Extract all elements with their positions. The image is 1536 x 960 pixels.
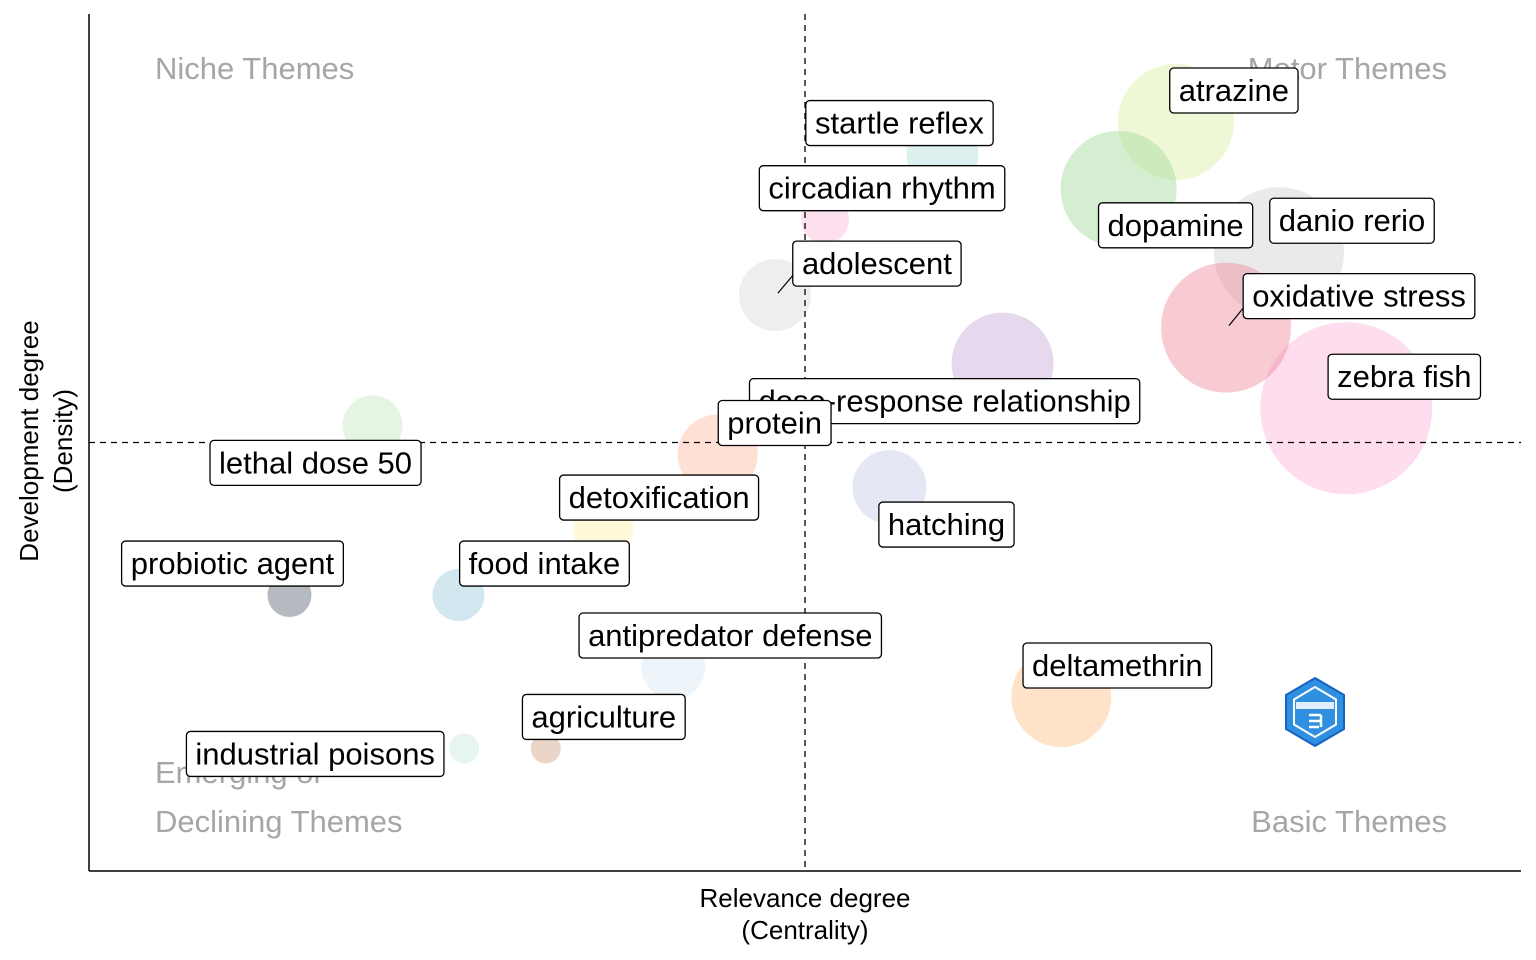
label-box: [458, 540, 630, 587]
quadrant-label-emerging-line2: Declining Themes: [155, 804, 403, 839]
label-text: oxidative stress: [1252, 279, 1466, 314]
label-text: lethal dose 50: [219, 445, 412, 480]
label-box: [1327, 353, 1482, 400]
label-box: [1022, 642, 1213, 689]
label-text: atrazine: [1179, 73, 1289, 108]
label-connector: [777, 272, 796, 294]
bibliometrix-logo-icon: [1285, 676, 1345, 748]
label-box: [758, 165, 1006, 212]
label-food-intake: food intake: [458, 540, 630, 587]
label-lethal-dose-50: lethal dose 50: [209, 439, 422, 487]
label-box: [1269, 197, 1435, 244]
label-text: circadian rhythm: [768, 171, 995, 206]
label-zebra-fish: zebra fish: [1327, 353, 1482, 400]
label-text: startle reflex: [815, 106, 984, 141]
x-axis-title-line1: Relevance degree: [699, 883, 910, 913]
label-circadian-rhythm: circadian rhythm: [758, 165, 1006, 212]
label-text: deltamethrin: [1032, 648, 1203, 683]
label-text: industrial poisons: [195, 736, 435, 771]
label-text: probiotic agent: [131, 546, 335, 581]
label-industrial-poisons: industrial poisons: [185, 730, 445, 778]
label-antipredator-defense: antipredator defense: [578, 612, 883, 659]
label-dose-response-relationship: dose-response relationship: [748, 378, 1141, 425]
label-startle-reflex: startle reflex: [805, 99, 994, 147]
y-axis-title-line1: Development degree: [14, 320, 44, 561]
label-box: [120, 540, 345, 587]
label-text: zebra fish: [1337, 359, 1471, 394]
label-text: danio rerio: [1279, 203, 1425, 238]
label-text: agriculture: [531, 699, 676, 734]
x-axis-title-line2: (Centrality): [741, 915, 868, 945]
label-dopamine: dopamine: [1097, 202, 1254, 249]
quadrant-label-niche: Niche Themes: [155, 51, 354, 86]
label-text: antipredator defense: [588, 618, 872, 653]
label-text: protein: [727, 405, 822, 440]
label-connector: [1228, 305, 1246, 327]
label-protein: protein: [717, 399, 832, 447]
quadrant-label-basic: Basic Themes: [1251, 804, 1447, 839]
label-box: [1097, 202, 1254, 249]
label-box: [805, 99, 994, 147]
label-box: [209, 439, 422, 487]
label-deltamethrin: deltamethrin: [1022, 642, 1213, 689]
bubble-industrial-poisons: [449, 733, 480, 764]
label-box: [792, 240, 962, 287]
label-agriculture: agriculture: [521, 693, 686, 741]
label-box: [521, 693, 686, 741]
label-oxidative-stress: oxidative stress: [1228, 273, 1476, 327]
label-text: dopamine: [1108, 208, 1244, 243]
label-danio-rerio: danio rerio: [1269, 197, 1435, 244]
label-text: hatching: [888, 507, 1005, 542]
label-hatching: hatching: [878, 501, 1015, 548]
label-text: detoxification: [569, 480, 750, 515]
label-adolescent: adolescent: [777, 240, 962, 294]
label-probiotic-agent: probiotic agent: [120, 540, 345, 587]
label-text: adolescent: [802, 246, 952, 281]
label-atrazine: atrazine: [1169, 67, 1299, 114]
labels-layer: atrazine startle reflex dopamine circadian …: [120, 67, 1482, 778]
label-text: food intake: [469, 546, 621, 581]
label-box: [558, 474, 760, 521]
bubble-agriculture: [530, 733, 561, 764]
y-axis-title-line2: (Density): [48, 389, 78, 493]
label-box: [185, 730, 445, 778]
label-box: [578, 612, 883, 659]
label-box: [1169, 67, 1299, 114]
label-box: [1242, 273, 1476, 320]
label-box: [717, 399, 832, 447]
label-detoxification: detoxification: [558, 474, 760, 521]
label-box: [878, 501, 1015, 548]
